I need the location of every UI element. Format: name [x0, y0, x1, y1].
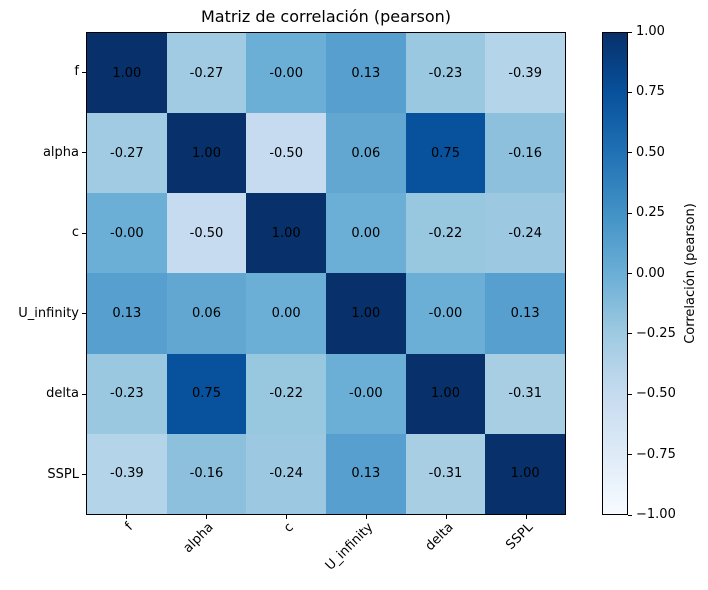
heatmap-cell-SSPL-delta: -0.31 — [405, 433, 486, 514]
x-axis-tick-label: f — [122, 520, 137, 534]
heatmap-cell-U_infinity-delta: -0.00 — [405, 273, 486, 354]
colorbar-tick-mark — [628, 31, 632, 33]
colorbar-tick-label: 0.50 — [636, 144, 665, 160]
heatmap-cell-c-alpha: -0.50 — [166, 193, 247, 274]
heatmap-cell-delta-f: -0.23 — [87, 353, 167, 434]
y-tick-mark — [82, 393, 86, 395]
heatmap-cell-SSPL-f: -0.39 — [87, 433, 167, 514]
colorbar-tick-mark — [628, 212, 632, 214]
heatmap-cell-c-delta: -0.22 — [405, 193, 486, 274]
heatmap-cell-c-f: -0.00 — [87, 193, 167, 274]
chart-title: Matriz de correlación (pearson) — [200, 7, 452, 26]
y-tick-mark — [82, 232, 86, 234]
y-tick-mark — [82, 474, 86, 476]
heatmap-cell-alpha-U_infinity: 0.06 — [325, 113, 406, 194]
y-tick-mark — [82, 71, 86, 73]
heatmap-cell-U_infinity-alpha: 0.06 — [166, 273, 247, 354]
y-axis-tick-label: delta — [46, 386, 79, 402]
colorbar-tick-mark — [628, 152, 632, 154]
y-axis-tick-label: alpha — [42, 144, 79, 160]
heatmap-cell-alpha-c: -0.50 — [246, 113, 326, 194]
colorbar-tick-label: 1.00 — [636, 24, 665, 39]
colorbar-tick-mark — [628, 91, 632, 93]
colorbar-tick-mark — [628, 273, 632, 274]
heatmap-cell-SSPL-alpha: -0.16 — [166, 433, 247, 514]
colorbar-tick-mark — [628, 333, 632, 335]
heatmap-cell-U_infinity-U_infinity: 1.00 — [325, 273, 406, 354]
y-tick-mark — [82, 313, 86, 315]
heatmap-cell-U_infinity-f: 0.13 — [87, 273, 167, 354]
heatmap-cell-delta-alpha: 0.75 — [166, 353, 247, 434]
x-axis-tick-label: delta — [422, 520, 457, 554]
colorbar-tick-label: 0.25 — [636, 205, 665, 221]
colorbar-tick-label: −0.50 — [636, 386, 676, 402]
x-axis-tick-label: U_infinity — [323, 520, 377, 574]
heatmap-cell-alpha-alpha: 1.00 — [166, 113, 247, 194]
heatmap-cell-f-U_infinity: 0.13 — [325, 33, 406, 114]
y-axis-tick-label: SSPL — [47, 466, 79, 482]
heatmap-cell-c-SSPL: -0.24 — [485, 193, 565, 274]
x-axis-tick-label: c — [280, 520, 297, 536]
heatmap-cell-SSPL-SSPL: 1.00 — [485, 433, 565, 514]
colorbar-tick-mark — [628, 393, 632, 395]
colorbar-tick-label: 0.00 — [636, 265, 665, 281]
x-tick-mark — [445, 515, 447, 519]
heatmap-cell-c-c: 1.00 — [246, 193, 326, 274]
heatmap-cell-delta-delta: 1.00 — [405, 353, 486, 434]
heatmap-cell-f-c: -0.00 — [246, 33, 326, 114]
x-axis-tick-label: SSPL — [503, 520, 537, 553]
colorbar-gradient — [602, 32, 628, 515]
colorbar-axis-label: Correlación (pearson) — [678, 32, 702, 515]
y-axis-tick-label: c — [71, 225, 79, 241]
y-axis-tick-label: f — [74, 64, 79, 80]
heatmap-cell-delta-SSPL: -0.31 — [485, 353, 565, 434]
colorbar-tick-mark — [628, 454, 632, 456]
colorbar-tick-label: −0.25 — [636, 325, 676, 341]
colorbar-tick-label: −1.00 — [636, 507, 676, 522]
colorbar-tick-mark — [628, 514, 632, 516]
y-axis-tick-label: U_infinity — [18, 305, 79, 321]
colorbar-tick-label: −0.75 — [636, 446, 676, 462]
heatmap-cell-f-alpha: -0.27 — [166, 33, 247, 114]
heatmap-plot: 1.00 -0.27 -0.00 0.13 -0.23 -0.39 -0.27 1.00 -0.… — [86, 32, 566, 515]
heatmap-cell-alpha-delta: 0.75 — [405, 113, 486, 194]
heatmap-cell-delta-c: -0.22 — [246, 353, 326, 434]
x-tick-mark — [525, 515, 527, 519]
heatmap-cell-alpha-f: -0.27 — [87, 113, 167, 194]
heatmap-cell-alpha-SSPL: -0.16 — [485, 113, 565, 194]
x-tick-mark — [205, 515, 207, 519]
heatmap-cell-delta-U_infinity: -0.00 — [325, 353, 406, 434]
heatmap-cell-f-SSPL: -0.39 — [485, 33, 565, 114]
x-tick-mark — [285, 515, 287, 519]
colorbar-label-text: Correlación (pearson) — [682, 203, 698, 344]
heatmap-cell-U_infinity-SSPL: 0.13 — [485, 273, 565, 354]
heatmap-cell-f-f: 1.00 — [87, 33, 167, 114]
y-tick-mark — [82, 152, 86, 154]
heatmap-cell-SSPL-c: -0.24 — [246, 433, 326, 514]
colorbar-tick-label: 0.75 — [636, 84, 665, 100]
heatmap-cell-c-U_infinity: 0.00 — [325, 193, 406, 274]
heatmap-cell-SSPL-U_infinity: 0.13 — [325, 433, 406, 514]
x-tick-mark — [125, 515, 127, 519]
heatmap-cell-U_infinity-c: 0.00 — [246, 273, 326, 354]
heatmap-cell-f-delta: -0.23 — [405, 33, 486, 114]
x-tick-mark — [365, 515, 367, 519]
x-axis-tick-label: alpha — [180, 520, 217, 557]
